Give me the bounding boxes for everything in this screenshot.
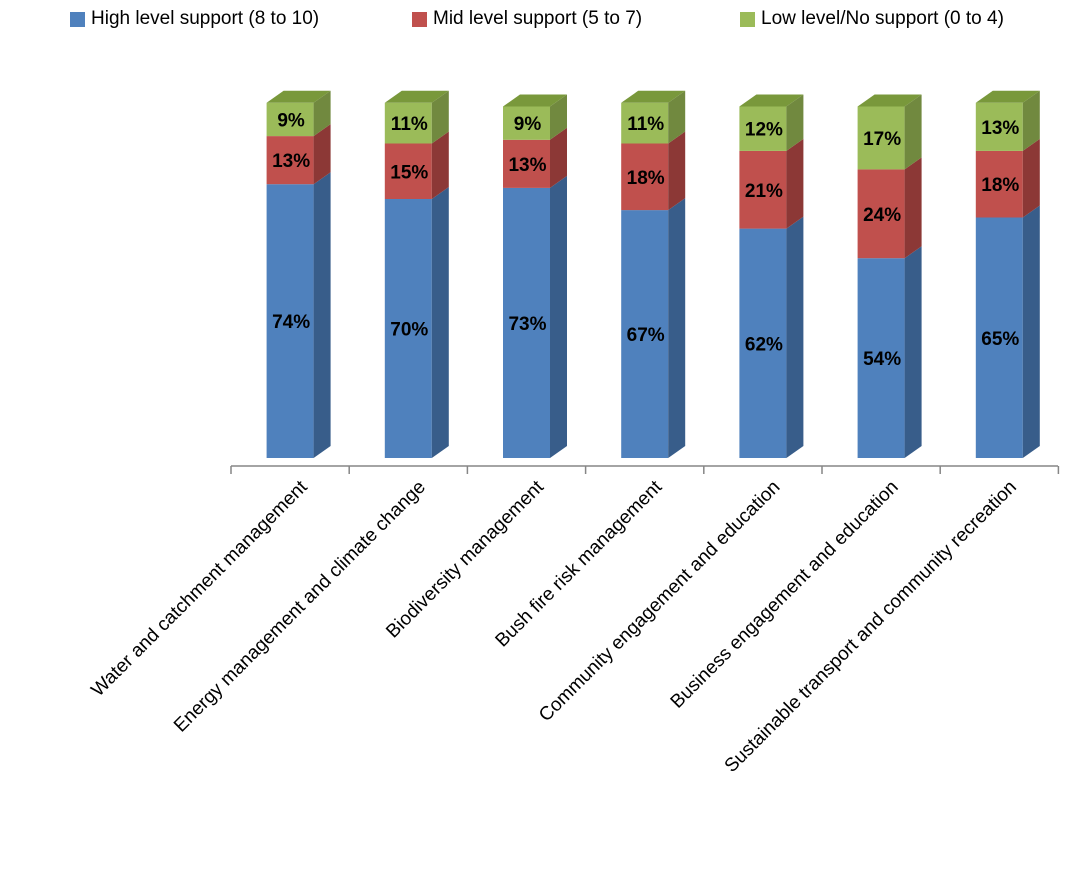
data-label: 17% [863, 129, 901, 150]
bar-segment [739, 150, 787, 229]
bar-segment-side [668, 198, 686, 458]
bar-segment [503, 139, 550, 188]
legend-label-low-support: Low level/No support (0 to 4) [761, 8, 1004, 29]
data-label: 15% [390, 162, 428, 183]
bar-segment-top [975, 90, 1040, 103]
data-label: 54% [863, 349, 901, 370]
data-label: 21% [745, 181, 783, 202]
data-label: 11% [391, 114, 428, 135]
data-label: 74% [272, 312, 310, 333]
data-label: 67% [627, 325, 665, 346]
x-tick-label: Water and catchment management [87, 476, 312, 701]
data-label: 11% [627, 114, 664, 135]
legend-item-low-support: Low level/No support (0 to 4) [740, 8, 1004, 30]
bar-segment [739, 106, 787, 151]
data-label: 18% [981, 175, 1019, 196]
bar-segment-top [266, 90, 331, 103]
bar-segment [857, 106, 905, 170]
bar-segment [975, 217, 1023, 458]
data-label: 12% [745, 120, 783, 141]
data-label: 18% [627, 168, 665, 189]
bar-segment-side [668, 90, 686, 144]
bar-segment [503, 187, 550, 458]
bar-segment-side [786, 138, 804, 229]
legend-label-high-support: High level support (8 to 10) [91, 8, 320, 29]
bar-segment-side [786, 94, 804, 151]
legend-label-mid-support: Mid level support (5 to 7) [433, 8, 643, 29]
bar-segment-side [904, 157, 922, 259]
bar-segment [266, 102, 314, 137]
bar-segment-side [550, 175, 567, 458]
legend-item-high-support: High level support (8 to 10) [70, 8, 319, 30]
bar-segment-side [1022, 138, 1040, 218]
data-label: 24% [863, 205, 901, 226]
bar-segment-side [550, 94, 567, 140]
bar-segment [621, 210, 669, 458]
data-label: 9% [514, 114, 542, 135]
bar-segment-side [904, 94, 922, 170]
bar-segment-top [857, 94, 922, 107]
bar-segment [621, 102, 669, 144]
data-label: 9% [277, 110, 305, 131]
bar-segment-side [904, 246, 922, 458]
data-label: 70% [390, 320, 428, 341]
legend: High level support (8 to 10) Mid level s… [70, 8, 1080, 38]
x-tick-label: Energy management and climate change [170, 477, 430, 737]
bar-segment [857, 258, 905, 458]
bar-segment-side [786, 216, 804, 458]
bar-segment-side [550, 127, 567, 188]
bar-segment-top [739, 94, 804, 107]
bar-segment [975, 102, 1023, 151]
legend-item-mid-support: Mid level support (5 to 7) [412, 8, 642, 30]
data-label: 13% [508, 155, 546, 176]
legend-swatch-high-support [70, 11, 85, 27]
legend-swatch-low-support [740, 11, 755, 27]
bar-segment-side [313, 124, 331, 185]
data-label: 73% [508, 314, 546, 335]
bar-segment-top [384, 90, 449, 103]
data-label: 13% [981, 118, 1019, 139]
data-label: 62% [745, 334, 783, 355]
bar-segment [503, 106, 550, 140]
bar-segment-top [503, 94, 567, 107]
bar-segment-side [1022, 90, 1040, 151]
bar-segment-side [1022, 205, 1040, 458]
x-tick-label: Business engagement and education [667, 477, 903, 713]
bar-segment [384, 102, 432, 144]
bar-segment-side [431, 187, 449, 458]
bar-segment [384, 143, 432, 199]
data-label: 65% [981, 329, 1019, 350]
bar-segment [739, 228, 787, 458]
bar-segment [621, 143, 669, 211]
bar-segment-side [431, 90, 449, 144]
bar-segment [266, 136, 314, 185]
data-label: 13% [272, 151, 310, 172]
bar-segment [384, 199, 432, 458]
bar-segment-side [313, 90, 331, 137]
bar-segment-side [431, 131, 449, 199]
bar-segment-side [313, 172, 331, 458]
bar-segment [975, 150, 1023, 218]
bar-segment [857, 169, 905, 259]
bar-segment-top [621, 90, 686, 103]
bar-segment [266, 184, 314, 458]
legend-swatch-mid-support [412, 11, 427, 27]
bar-segment-side [668, 131, 686, 211]
x-tick-label: Community engagement and education [535, 477, 784, 726]
